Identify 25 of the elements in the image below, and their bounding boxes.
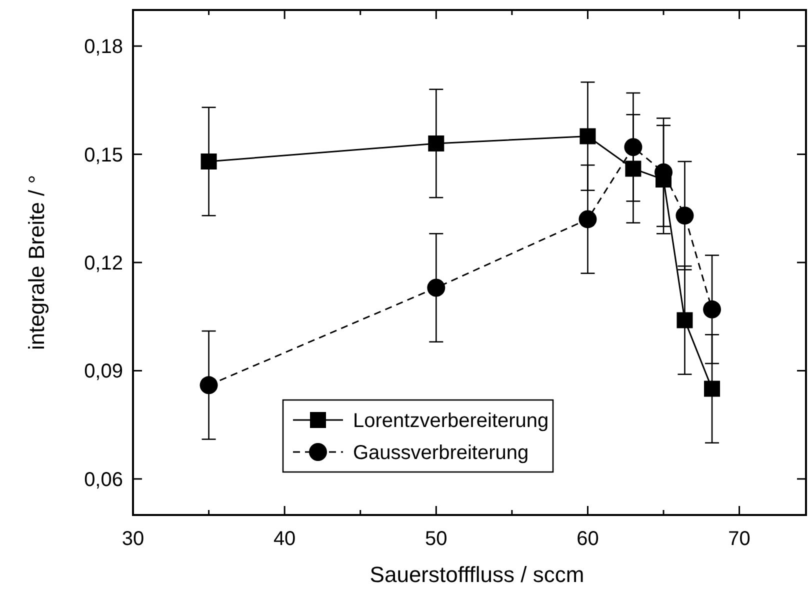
y-tick-label: 0,12 [84,252,123,274]
x-axis-title: Sauerstofffluss / sccm [370,562,584,587]
point [676,312,693,328]
point [200,376,218,394]
point [704,380,720,397]
y-axis-title: integrale Breite / ° [24,174,49,350]
point [427,278,446,297]
point [428,135,444,152]
x-tick-label: 60 [576,528,599,550]
y-tick-label: 0,15 [84,144,123,166]
point [580,128,596,144]
legend-label: Lorentzverbereiterung [353,410,549,432]
x-tick-label: 40 [273,528,296,550]
y-tick-label: 0,06 [84,468,123,491]
point [200,154,217,170]
legend-label: Gaussverbreiterung [353,442,529,464]
x-tick-label: 30 [122,528,144,550]
point [625,160,642,177]
point [703,300,722,318]
y-tick-label: 0,09 [84,360,123,383]
point [676,206,694,225]
point [578,210,597,228]
y-tick-label: 0,18 [84,36,123,58]
x-tick-label: 70 [728,528,750,550]
x-tick-label: 50 [425,528,448,550]
